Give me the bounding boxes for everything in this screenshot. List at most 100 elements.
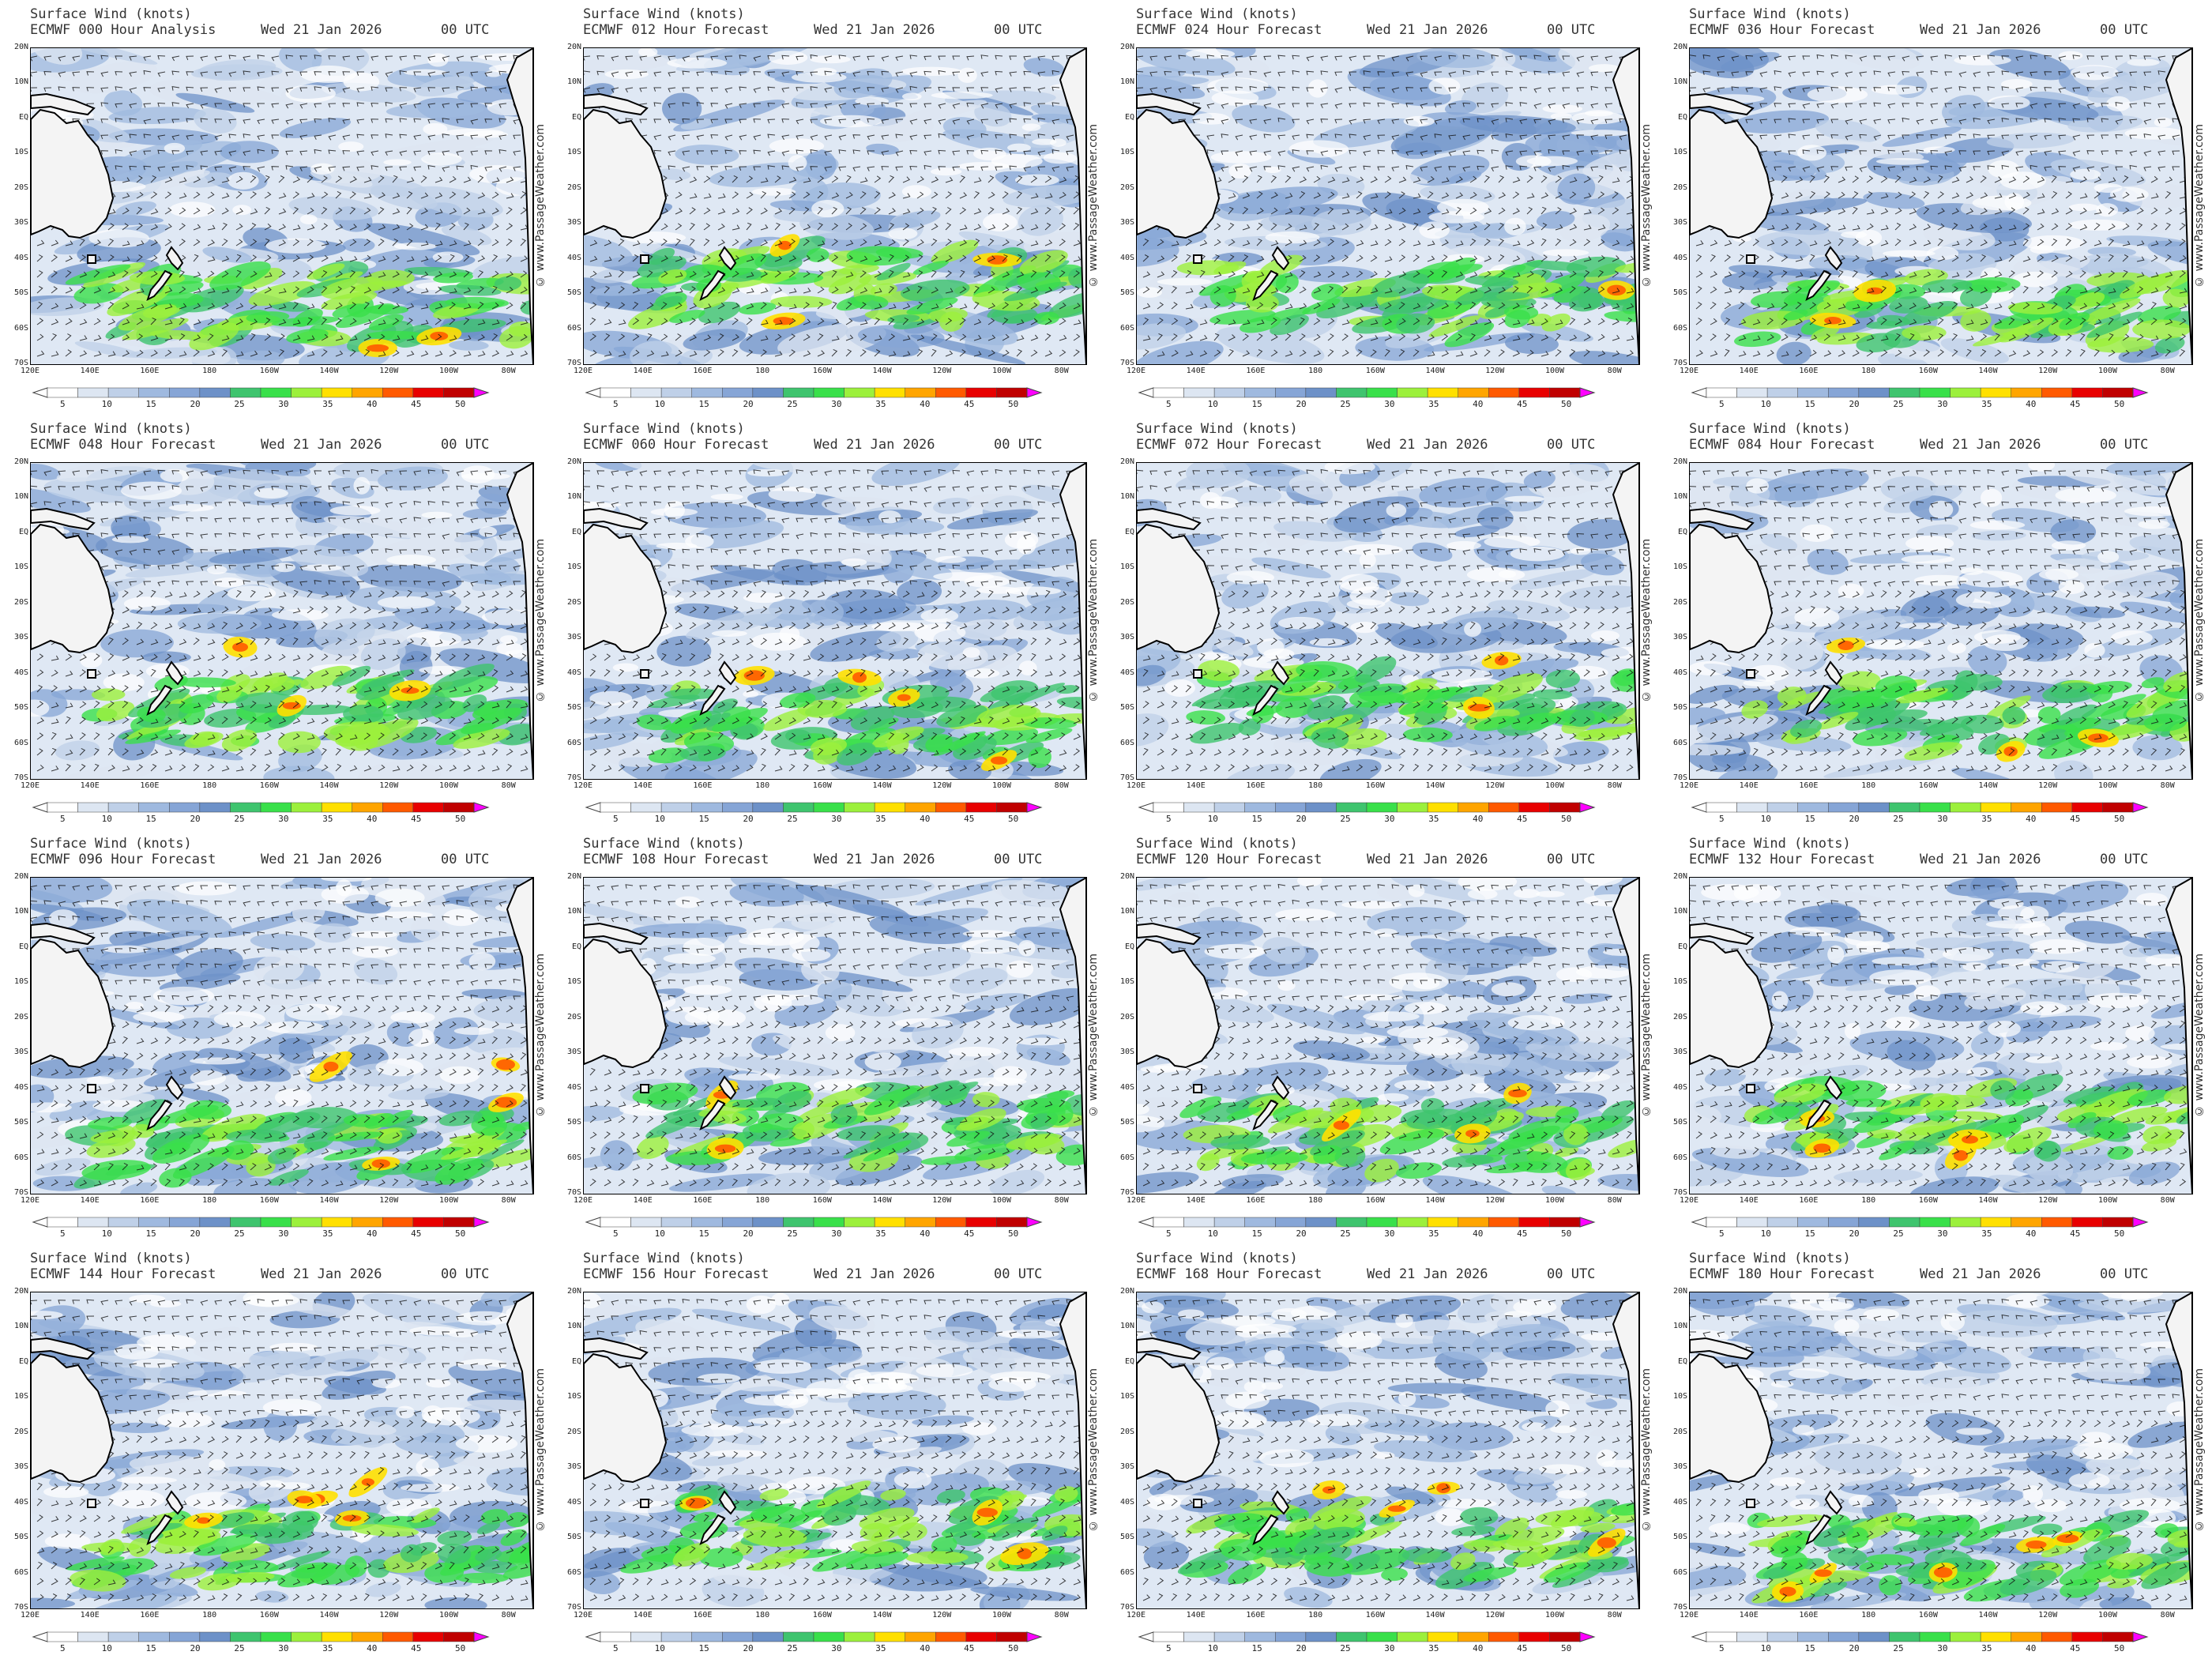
- colorbar-swatch: [1336, 387, 1367, 398]
- strong-wind-patch: [649, 295, 683, 311]
- strong-wind-patch: [1811, 325, 1840, 340]
- strong-wind-patch: [1444, 322, 1495, 348]
- wind-map[interactable]: [1136, 47, 1640, 365]
- wind-speed-patch: [314, 618, 375, 650]
- wind-map[interactable]: [30, 877, 534, 1194]
- wind-map[interactable]: [583, 47, 1087, 365]
- tasmania-coastline: [87, 1499, 96, 1508]
- colorbar-swatch: [1919, 1631, 1951, 1642]
- south-america-coastline: [1059, 48, 1086, 364]
- colorbar-swatch: [874, 1217, 905, 1228]
- calm-patch: [111, 536, 149, 544]
- wind-map[interactable]: [1689, 47, 2193, 365]
- tasmania-coastline: [87, 254, 96, 264]
- longitude-label: 80W: [1054, 1196, 1069, 1205]
- strong-wind-patch: [669, 310, 705, 323]
- wind-map[interactable]: [1689, 462, 2193, 780]
- wind-speed-patch: [152, 1050, 205, 1076]
- calm-patch: [746, 1295, 776, 1315]
- calm-patch: [2068, 1472, 2110, 1489]
- longitude-label: 140W: [1425, 781, 1445, 790]
- wind-map[interactable]: [1136, 462, 1640, 780]
- calm-patch: [1428, 77, 1461, 95]
- panel-title: Surface Wind (knots): [1689, 421, 1851, 437]
- wind-map[interactable]: [583, 462, 1087, 780]
- colorbar-max-arrow: [1026, 387, 1043, 398]
- longitude-label: 140E: [633, 781, 653, 790]
- colorbar-swatch: [1366, 1217, 1398, 1228]
- wind-map[interactable]: [1689, 877, 2193, 1194]
- wind-map[interactable]: [30, 1292, 534, 1609]
- colorbar-swatch: [2102, 802, 2134, 813]
- colorbar-swatch: [291, 387, 322, 398]
- colorbar-tick-label: 35: [1428, 1228, 1439, 1239]
- panel-subtitle: ECMWF 156 Hour Forecast: [583, 1266, 769, 1282]
- wind-speed-patch: [292, 899, 325, 924]
- colorbar-min-arrow: [585, 387, 601, 398]
- wind-speed-patch: [1137, 664, 1166, 687]
- strong-wind-patch: [122, 318, 189, 340]
- calm-patch: [1834, 1318, 1860, 1334]
- calm-patch: [1855, 229, 1883, 246]
- wind-map[interactable]: [1689, 1292, 2193, 1609]
- calm-patch: [2127, 1055, 2172, 1069]
- calm-patch: [88, 229, 150, 248]
- strong-wind-patch: [931, 239, 979, 264]
- colorbar-swatch: [199, 802, 231, 813]
- calm-patch: [1575, 965, 1632, 979]
- tasmania-coastline: [87, 669, 96, 679]
- calm-patch: [1374, 928, 1398, 937]
- panel-subtitle: ECMWF 000 Hour Analysis: [30, 22, 216, 38]
- site-credit: © www.PassageWeather.com: [2193, 1367, 2206, 1532]
- latitude-label: 60S: [566, 1567, 581, 1577]
- colorbar-swatch: [996, 387, 1028, 398]
- wind-map[interactable]: [583, 1292, 1087, 1609]
- strong-wind-patch: [1481, 673, 1543, 703]
- wind-speed-patch: [74, 340, 143, 358]
- calm-patch: [1863, 1308, 1900, 1321]
- longitude-label: 160W: [259, 1611, 279, 1620]
- wind-map[interactable]: [1136, 1292, 1640, 1609]
- storm-core: [1333, 1120, 1349, 1130]
- wind-map[interactable]: [30, 462, 534, 780]
- longitude-label: 80W: [501, 1196, 516, 1205]
- colorbar-swatch: [1244, 1217, 1276, 1228]
- panel-subtitle: ECMWF 036 Hour Forecast: [1689, 22, 1875, 38]
- new-zealand-north-coastline: [718, 660, 737, 686]
- panel-date: Wed 21 Jan 2026: [261, 852, 382, 867]
- colorbar-swatch: [844, 802, 875, 813]
- calm-patch: [779, 625, 800, 644]
- wind-speed-patch: [288, 196, 378, 220]
- latitude-label: EQ: [1124, 1356, 1134, 1366]
- latitude-label: 30S: [1119, 633, 1134, 642]
- colorbar-tick-label: 25: [234, 814, 245, 824]
- strong-wind-patch: [1741, 700, 1769, 719]
- calm-patch: [1543, 249, 1589, 257]
- strong-wind-patch: [1569, 709, 1595, 728]
- longitude-label: 180: [1861, 781, 1876, 790]
- wind-map[interactable]: [30, 47, 534, 365]
- calm-patch: [935, 555, 966, 563]
- colorbar-tick-label: 5: [1165, 1228, 1172, 1239]
- colorbar-tick-label: 35: [875, 399, 886, 409]
- colorbar-tick-label: 15: [1251, 1643, 1262, 1653]
- wind-map[interactable]: [583, 877, 1087, 1194]
- colorbar-swatch: [1427, 1631, 1458, 1642]
- wind-map[interactable]: [1136, 877, 1640, 1194]
- storm-core: [685, 1497, 707, 1509]
- wind-speed-patch: [1137, 340, 1224, 364]
- calm-patch: [1018, 939, 1036, 957]
- colorbar-min-arrow: [1138, 802, 1154, 813]
- calm-patch: [1413, 1036, 1469, 1056]
- wind-speed-patch: [441, 225, 492, 246]
- longitude-label: 80W: [1054, 1611, 1069, 1620]
- colorbar-canvas: [585, 1631, 1043, 1642]
- site-credit: © www.PassageWeather.com: [534, 123, 547, 288]
- strong-wind-patch: [1816, 711, 1859, 730]
- calm-patch: [375, 1058, 424, 1077]
- calm-patch: [1997, 905, 2035, 921]
- strong-wind-patch: [221, 729, 258, 752]
- longitude-label: 120E: [1679, 367, 1699, 375]
- calm-patch: [300, 65, 357, 83]
- colorbar-swatch: [1427, 387, 1458, 398]
